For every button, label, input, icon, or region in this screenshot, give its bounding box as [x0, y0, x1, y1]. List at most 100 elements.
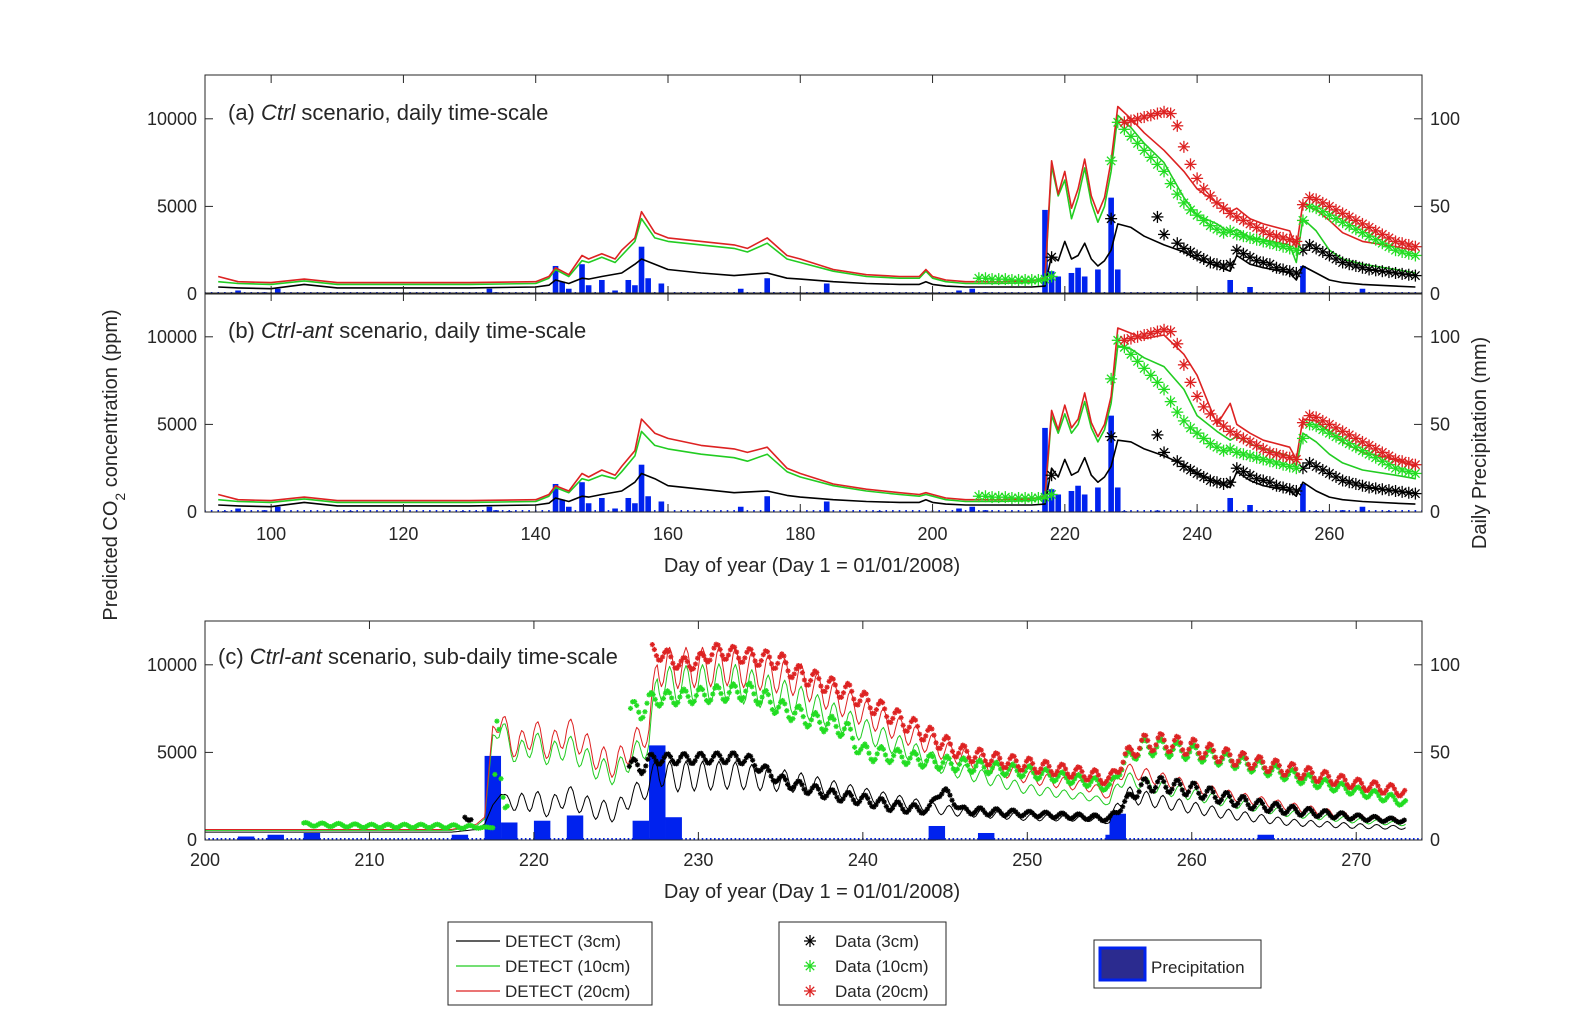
panel-c-marker-point — [1155, 779, 1161, 785]
panel-c-precip-zero-mark — [343, 838, 346, 840]
panel-c-marker-point — [990, 753, 997, 759]
panel-c-marker-point — [752, 762, 758, 769]
panel-b-marker-point — [1171, 455, 1184, 468]
panel-c-marker-point — [956, 750, 962, 756]
panel-c-marker-point — [1178, 740, 1184, 746]
panel-a-marker-point — [1158, 228, 1171, 241]
panel-c-marker-point — [1053, 777, 1059, 783]
panel-b-precip-zero-mark — [323, 510, 325, 512]
panel-c-y2tick-label: 50 — [1430, 742, 1450, 762]
panel-a-marker-point — [1356, 217, 1369, 230]
panel-b-xtick-label: 160 — [653, 524, 683, 544]
panel-c-precip-zero-mark — [820, 838, 823, 840]
panel-c-marker-point — [1005, 761, 1011, 767]
panel-c-marker-point — [1258, 754, 1264, 761]
panel-c-precip-zero-mark — [463, 838, 465, 840]
panel-c-marker-point — [817, 719, 823, 725]
panel-b-precip-bar — [1300, 483, 1306, 512]
panel-c-precip-zero-mark — [944, 838, 946, 840]
panel-c-precip-zero-mark — [656, 838, 659, 840]
panel-c-marker-point — [856, 798, 863, 805]
panel-b-marker-point — [1336, 425, 1349, 438]
panel-b-precip-zero-mark — [733, 510, 735, 512]
legend-precip-swatch — [1098, 946, 1147, 982]
panel-b-title-rest: scenario, daily time-scale — [339, 318, 586, 343]
panel-c-marker-point — [947, 741, 954, 747]
panel-c-precip-zero-mark — [1018, 838, 1020, 840]
panel-c-precip-bar — [665, 817, 682, 840]
panel-c-marker-point — [1069, 779, 1076, 786]
panel-b-precip-zero-mark — [1110, 510, 1112, 512]
panel-c-marker-point — [1245, 761, 1252, 767]
panel-b-precip-zero-mark — [356, 510, 358, 512]
panel-c-marker-point — [987, 769, 993, 775]
panel-c-marker-point — [732, 683, 738, 689]
panel-b-precip-zero-mark — [951, 510, 954, 512]
panel-c-marker-point — [758, 658, 764, 664]
panel-c-precip-zero-mark — [245, 838, 247, 840]
panel-c-marker-point — [1274, 758, 1280, 764]
panel-c-marker-point — [818, 683, 824, 689]
panel-c-precip-zero-mark — [763, 838, 765, 840]
panel-c-marker-point — [726, 689, 732, 696]
panel-b-marker-point — [1343, 476, 1356, 489]
panel-c-precip-zero-mark — [352, 838, 354, 840]
panel-a-markers-data-10cm — [972, 116, 1422, 286]
panel-c-precip-zero-mark — [434, 838, 437, 840]
panel-c-precip-zero-mark — [1149, 838, 1152, 840]
panel-b-precip-bar — [764, 496, 771, 512]
panel-b-precip-zero-mark — [528, 510, 530, 512]
panel-c-marker-point — [1202, 793, 1208, 799]
panel-c-precip-zero-mark — [792, 838, 794, 840]
panel-c-marker-point — [1225, 747, 1231, 753]
panel-c-precip-zero-mark — [516, 838, 519, 840]
panel-c-precip-zero-mark — [1380, 838, 1382, 840]
panel-c-precip-zero-mark — [705, 838, 708, 840]
panel-a-marker-point — [1124, 130, 1137, 143]
panel-a-precip-bar — [1055, 276, 1062, 294]
panel-c-precip-zero-mark — [1067, 838, 1070, 840]
panel-c-precip-zero-mark — [779, 838, 782, 840]
panel-b-xtick-label: 120 — [388, 524, 418, 544]
panel-b-precip-zero-mark — [329, 510, 332, 512]
panel-c-precip-zero-mark — [1014, 838, 1016, 840]
panel-c-marker-point — [749, 684, 755, 690]
panel-c-marker-point — [1284, 809, 1290, 815]
panel-a-precip-bar — [1042, 209, 1048, 294]
panel-c-precip-zero-mark — [709, 838, 712, 840]
panel-a-marker-point — [1237, 214, 1250, 227]
panel-a-marker-point — [1171, 237, 1184, 250]
panel-a-marker-point — [1244, 217, 1257, 230]
legend-line-label-3cm: DETECT (3cm) — [505, 932, 621, 951]
panel-c-marker-point — [711, 645, 717, 651]
panel-c-precip-zero-mark — [430, 838, 432, 840]
panel-c-precip-zero-mark — [1092, 838, 1094, 840]
panel-c-marker-point — [1235, 758, 1241, 764]
panel-b-precip-zero-mark — [243, 510, 246, 512]
panel-c-precip-zero-mark — [730, 838, 733, 840]
panel-c-marker-point — [627, 705, 634, 711]
panel-c-marker-point — [694, 754, 700, 760]
panel-a-y2tick-label: 0 — [1430, 284, 1440, 304]
panel-c-precip-zero-mark — [1351, 838, 1353, 840]
panel-c-marker-point — [747, 680, 753, 686]
panel-a-precip-bar — [1300, 265, 1306, 294]
panel-c-precip-zero-mark — [923, 838, 926, 840]
panel-c-precip-zero-mark — [471, 838, 474, 840]
panel-c-precip-zero-mark — [1338, 838, 1341, 840]
panel-c-marker-point — [1081, 773, 1087, 780]
panel-c-marker-point — [766, 768, 772, 774]
panel-c-marker-point — [1292, 806, 1298, 812]
panel-a-axes-box — [204, 74, 1423, 295]
panel-b-precip-zero-mark — [217, 510, 220, 512]
panel-c-precip-zero-mark — [1215, 838, 1218, 840]
panel-b-line-detect-20cm — [217, 327, 1416, 502]
panel-a-marker-point — [1363, 221, 1376, 234]
panel-c-precip-zero-mark — [1273, 838, 1275, 840]
panel-c-marker-point — [1210, 747, 1217, 754]
panel-c-marker-point — [707, 657, 713, 663]
panel-c-xtick-label: 270 — [1341, 850, 1371, 870]
panel-c-marker-point — [1122, 751, 1128, 757]
panel-b-precip-zero-mark — [1070, 510, 1073, 512]
panel-b-marker-point — [1310, 460, 1323, 473]
